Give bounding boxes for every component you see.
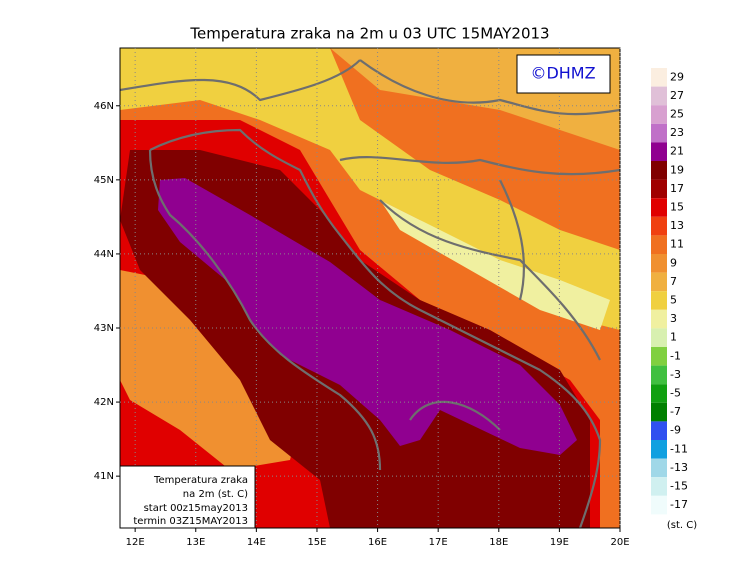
colorbar-swatch bbox=[651, 254, 667, 273]
colorbar-label: -1 bbox=[670, 349, 681, 362]
colorbar-swatch bbox=[651, 179, 667, 199]
colorbar-swatch bbox=[651, 384, 667, 403]
border bbox=[120, 59, 620, 361]
x-tick-label: 16E bbox=[368, 537, 387, 548]
y-tick-label: 46N bbox=[94, 101, 114, 112]
x-tick-label: 15E bbox=[307, 537, 326, 548]
colorbar-swatch bbox=[651, 161, 667, 180]
x-tick-label: 20E bbox=[610, 537, 629, 548]
colorbar-label: 29 bbox=[670, 70, 684, 83]
colorbar-swatch bbox=[651, 495, 667, 515]
colorbar: 29 27 25 23 21 19 17 15 13 11 9 7 5 3 1 -1 -3 -5 -7 -9 -11 -1… bbox=[651, 68, 688, 515]
info-line: Temperatura zraka bbox=[153, 475, 248, 486]
axis-ticks: 12E 13E 14E 15E 16E 17E 18E 19E 20E 41N 42N 43N 44N 4… bbox=[94, 101, 630, 548]
colorbar-swatch bbox=[651, 309, 667, 329]
colorbar-label: -5 bbox=[670, 387, 681, 400]
x-tick-label: 17E bbox=[429, 537, 448, 548]
x-tick-label: 18E bbox=[489, 537, 508, 548]
colorbar-label: 21 bbox=[670, 145, 684, 158]
colorbar-label: 19 bbox=[670, 163, 684, 176]
colorbar-label: -9 bbox=[670, 424, 681, 437]
x-tick-label: 19E bbox=[550, 537, 569, 548]
colorbar-swatch bbox=[651, 402, 667, 422]
colorbar-swatch bbox=[651, 68, 667, 87]
colorbar-swatch bbox=[651, 421, 667, 440]
copyright: ©DHMZ bbox=[530, 64, 595, 83]
colorbar-label: 11 bbox=[670, 238, 684, 251]
colorbar-label: 17 bbox=[670, 182, 684, 195]
colorbar-swatch bbox=[651, 123, 667, 143]
y-tick-label: 44N bbox=[94, 249, 114, 260]
graticule bbox=[120, 48, 621, 528]
colorbar-label: 3 bbox=[670, 312, 677, 325]
colorbar-swatch bbox=[651, 458, 667, 478]
x-tick-label: 14E bbox=[247, 537, 266, 548]
info-line: start 00z15may2013 bbox=[144, 503, 248, 514]
colorbar-label: 1 bbox=[670, 331, 677, 344]
colorbar-unit: (st. C) bbox=[667, 520, 697, 531]
colorbar-label: 13 bbox=[670, 219, 684, 232]
x-tick-label: 12E bbox=[126, 537, 145, 548]
colorbar-swatch bbox=[651, 477, 667, 496]
colorbar-label: 7 bbox=[670, 275, 677, 288]
y-tick-label: 43N bbox=[94, 323, 114, 334]
colorbar-swatch bbox=[651, 440, 667, 459]
colorbar-label: -15 bbox=[670, 480, 688, 493]
colorbar-label: 9 bbox=[670, 256, 677, 269]
colorbar-label: -17 bbox=[670, 498, 688, 511]
title: Temperatura zraka na 2m u 03 UTC 15MAY20… bbox=[189, 25, 549, 43]
colorbar-label: 27 bbox=[670, 89, 684, 102]
colorbar-label: -11 bbox=[670, 442, 688, 455]
coastline bbox=[149, 128, 602, 528]
coastline bbox=[148, 149, 501, 471]
colorbar-label: 15 bbox=[670, 201, 684, 214]
colorbar-label: -7 bbox=[670, 405, 681, 418]
colorbar-swatch bbox=[651, 235, 667, 254]
colorbar-label: 23 bbox=[670, 126, 684, 139]
colorbar-swatch bbox=[651, 142, 667, 161]
colorbar-swatch bbox=[651, 347, 667, 366]
info-line: na 2m (st. C) bbox=[183, 489, 248, 500]
colorbar-swatch bbox=[651, 216, 667, 236]
colorbar-label: 25 bbox=[670, 108, 684, 121]
colorbar-label: -13 bbox=[670, 461, 688, 474]
colorbar-swatch bbox=[651, 86, 667, 106]
colorbar-label: -3 bbox=[670, 368, 681, 381]
colorbar-swatch bbox=[651, 365, 667, 385]
x-tick-label: 13E bbox=[186, 537, 205, 548]
info-line: termin 03Z15MAY2013 bbox=[133, 516, 248, 527]
colorbar-swatch bbox=[651, 328, 667, 347]
colorbar-swatch bbox=[651, 291, 667, 310]
y-tick-label: 41N bbox=[94, 471, 114, 482]
info-box bbox=[119, 465, 256, 529]
colorbar-swatch bbox=[651, 272, 667, 292]
colorbar-label: 5 bbox=[670, 294, 677, 307]
y-tick-label: 45N bbox=[94, 175, 114, 186]
colorbar-swatch bbox=[651, 198, 667, 217]
y-tick-label: 42N bbox=[94, 397, 114, 408]
colorbar-swatch bbox=[651, 105, 667, 124]
temperature-field bbox=[120, 48, 620, 528]
copyright-box bbox=[516, 54, 611, 94]
